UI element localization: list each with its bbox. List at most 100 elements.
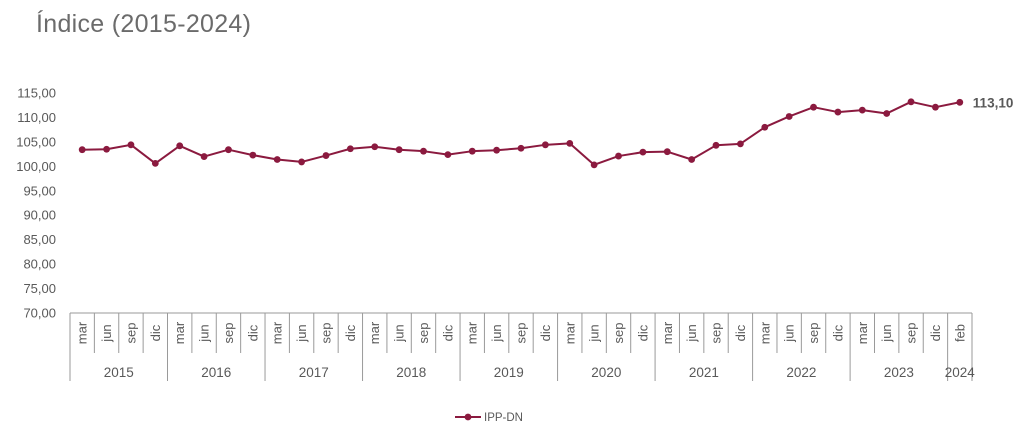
x-tick-label: sep <box>611 323 626 344</box>
year-label: 2023 <box>884 365 914 380</box>
year-label: 2022 <box>786 365 816 380</box>
x-tick-label: jun <box>392 324 407 342</box>
data-point <box>249 151 257 159</box>
data-point <box>444 151 452 159</box>
x-tick-label: mar <box>465 321 480 344</box>
data-point <box>151 160 159 167</box>
legend-label: IPP-DN <box>484 412 523 424</box>
y-tick-label: 115,00 <box>17 86 56 101</box>
y-tick-label: 80,00 <box>23 257 56 272</box>
data-point <box>200 153 208 160</box>
data-point <box>712 141 720 149</box>
data-point <box>420 147 427 155</box>
y-axis: 70,00 75,00 80,00 85,00 90,00 95,00 100,00 105,… <box>16 86 56 321</box>
data-point <box>663 148 671 156</box>
legend: IPP-DN <box>455 412 523 424</box>
series-layer: 113,10 <box>78 95 1014 169</box>
data-point <box>590 161 598 169</box>
x-tick-label: mar <box>562 321 577 344</box>
year-label: 2019 <box>494 365 524 380</box>
x-tick-label: dic <box>928 324 943 341</box>
x-tick-label: sep <box>318 323 333 344</box>
year-label: 2015 <box>104 365 134 380</box>
y-tick-label: 70,00 <box>23 306 56 321</box>
data-point <box>810 103 817 111</box>
data-point <box>907 98 915 106</box>
x-tick-label: jun <box>684 324 699 342</box>
y-tick-label: 100,00 <box>16 159 56 174</box>
x-tick-label: sep <box>514 323 529 344</box>
data-point <box>78 146 86 154</box>
data-point <box>883 110 891 117</box>
data-point <box>346 145 354 153</box>
data-point <box>225 146 232 154</box>
y-tick-label: 110,00 <box>17 110 56 125</box>
x-tick-label: jun <box>879 324 894 342</box>
x-tick-label: dic <box>830 324 845 341</box>
data-point <box>615 152 622 160</box>
x-tick-label: sep <box>709 323 724 344</box>
x-tick-label: jun <box>489 324 504 342</box>
data-point <box>639 148 647 156</box>
data-point <box>858 106 866 114</box>
x-tick-label: dic <box>148 324 163 341</box>
data-point <box>493 146 501 154</box>
y-tick-label: 105,00 <box>16 134 56 149</box>
chart-title: Índice (2015-2024) <box>36 10 252 38</box>
x-tick-label: dic <box>538 324 553 341</box>
x-tick-label: mar <box>757 321 772 344</box>
x-tick-label: sep <box>221 323 236 344</box>
x-tick-label: mar <box>172 321 187 344</box>
x-tick-label: mar <box>855 321 870 344</box>
data-point <box>932 103 939 111</box>
x-tick-label: jun <box>99 324 114 342</box>
x-tick-label: sep <box>904 323 919 344</box>
year-label: 2020 <box>591 365 621 380</box>
data-point <box>273 156 281 163</box>
data-point <box>176 142 184 150</box>
x-tick-label: feb <box>952 324 967 342</box>
year-label: 2016 <box>201 365 231 380</box>
year-label: 2021 <box>689 365 719 380</box>
data-point <box>517 144 525 152</box>
x-tick-label: sep <box>416 323 431 344</box>
y-tick-label: 90,00 <box>23 208 56 223</box>
data-point <box>566 139 574 147</box>
year-label: 2024 <box>945 365 976 380</box>
data-point <box>834 108 842 116</box>
data-point <box>737 140 744 148</box>
x-tick-label: jun <box>782 324 797 342</box>
x-tick-label: dic <box>733 324 748 341</box>
x-tick-label: mar <box>367 321 382 344</box>
x-axis: mar jun sep dic mar jun sep dic mar jun sep dic mar j… <box>69 312 976 381</box>
last-value-label: 113,10 <box>973 95 1014 110</box>
x-tick-label: mar <box>270 321 285 344</box>
data-point <box>956 98 964 106</box>
data-point <box>127 141 135 149</box>
year-label: 2017 <box>299 365 329 380</box>
data-point <box>395 146 403 154</box>
x-tick-label: jun <box>587 324 602 342</box>
x-tick-label: dic <box>635 324 650 341</box>
data-point <box>688 156 696 163</box>
data-point <box>298 158 305 166</box>
data-point <box>468 147 476 155</box>
y-tick-label: 85,00 <box>23 232 56 247</box>
x-tick-label: mar <box>660 321 675 344</box>
x-tick-label: dic <box>440 324 455 341</box>
x-tick-label: mar <box>75 321 90 344</box>
data-point <box>371 143 379 151</box>
data-point <box>785 113 793 120</box>
data-point <box>322 152 330 159</box>
data-point <box>761 123 769 131</box>
legend-marker <box>464 413 472 421</box>
x-tick-label: jun <box>294 324 309 342</box>
series-line-ipp-dn <box>82 100 961 166</box>
y-tick-label: 75,00 <box>23 281 56 296</box>
year-label: 2018 <box>396 365 426 380</box>
x-tick-label: sep <box>806 323 821 344</box>
x-tick-label: jun <box>197 324 212 342</box>
y-tick-label: 95,00 <box>23 183 56 198</box>
x-tick-label: dic <box>245 324 260 341</box>
